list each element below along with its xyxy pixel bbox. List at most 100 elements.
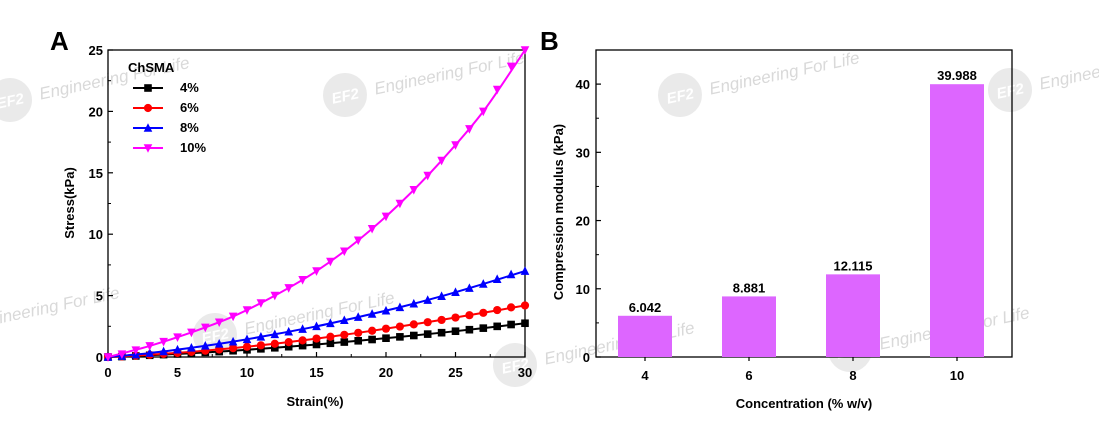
data-point (187, 342, 196, 352)
legend-label: 4% (180, 80, 199, 95)
data-point (423, 295, 432, 304)
x-tick-label: 25 (448, 365, 462, 380)
data-point (229, 344, 238, 353)
legend-swatch-marker (143, 123, 153, 132)
data-point (437, 328, 446, 337)
data-point (465, 325, 474, 334)
y-tick-label: 10 (576, 282, 590, 297)
x-tick-label: 5 (174, 365, 181, 380)
data-point (465, 311, 474, 320)
data-point (159, 346, 168, 356)
x-tick-label: 0 (104, 365, 111, 380)
data-point (256, 332, 266, 341)
data-point (368, 335, 376, 344)
data-point (437, 156, 446, 166)
x-tick-label: 8 (849, 368, 856, 383)
data-point (131, 346, 141, 356)
data-point (423, 318, 432, 327)
data-point (256, 299, 266, 308)
data-point (270, 329, 280, 339)
data-point (520, 301, 530, 310)
data-point (437, 315, 446, 325)
data-point (117, 350, 127, 360)
data-point (354, 336, 362, 345)
data-point (368, 326, 377, 335)
data-point (284, 284, 293, 293)
y-tick-label: 10 (89, 227, 103, 242)
data-point (353, 312, 363, 321)
data-point (520, 46, 530, 55)
watermark-logo: EF2 (995, 80, 1026, 102)
data-point (326, 318, 335, 328)
y-tick-label: 5 (96, 289, 103, 304)
bar-4 (618, 315, 672, 357)
legend-item: 8% (133, 120, 199, 135)
data-point (395, 322, 404, 331)
panel-b-ylabel: Compression modulus (kPa) (551, 124, 566, 300)
data-point (423, 171, 432, 181)
y-tick-label: 20 (576, 214, 590, 229)
panel-a-ylabel: Stress(kPa) (62, 167, 77, 239)
legend-label: 6% (180, 100, 199, 115)
data-point (340, 247, 349, 257)
data-point (214, 339, 224, 348)
compression-modulus-chart: 0 10 20 30 40 6.042 4 8.881 6 12.115 8 39.988 10 (576, 49, 1013, 383)
data-point (410, 331, 418, 340)
watermark-text: Engineering For Life (707, 48, 861, 98)
data-point (507, 303, 516, 312)
data-point (326, 257, 335, 267)
data-point (451, 141, 460, 150)
data-point (228, 312, 238, 322)
data-point (312, 267, 321, 276)
panel-b-label: B (540, 26, 559, 56)
bar-value-label: 6.042 (629, 300, 662, 315)
data-point (284, 337, 293, 347)
panel-b-xlabel: Concentration (% w/v) (736, 396, 873, 411)
data-point (242, 342, 252, 351)
x-tick-label: 30 (518, 365, 532, 380)
data-point (353, 236, 363, 246)
data-point (381, 305, 391, 315)
x-tick-label: 10 (950, 368, 964, 383)
data-point (145, 342, 154, 351)
panel-a-label: A (50, 26, 69, 56)
legend: ChSMA 4% 6% 8% 10% (128, 60, 206, 155)
data-point (340, 338, 349, 346)
data-point (326, 339, 335, 348)
watermark-logo: EF2 (200, 325, 231, 347)
data-point (437, 291, 446, 301)
watermark-logo: EF2 (0, 90, 26, 112)
data-point (340, 315, 349, 325)
data-point (298, 324, 307, 333)
bar-6 (722, 296, 776, 357)
data-point (256, 341, 265, 350)
bar-10 (930, 84, 984, 357)
y-tick-label: 20 (89, 104, 103, 119)
data-point (506, 269, 516, 279)
bar-8 (826, 274, 880, 357)
legend-label: 10% (180, 140, 206, 155)
data-point (298, 341, 307, 350)
x-tick-label: 15 (309, 365, 323, 380)
x-tick-label: 6 (745, 368, 752, 383)
data-point (270, 291, 280, 301)
data-point (479, 279, 488, 288)
data-point (451, 287, 460, 297)
data-point (173, 333, 182, 343)
data-point (312, 321, 321, 331)
data-point (451, 327, 460, 336)
data-point (354, 328, 363, 337)
watermark: EF2 Engineering For Life (988, 43, 1099, 112)
bar-value-label: 12.115 (833, 258, 872, 273)
data-point (521, 319, 529, 328)
x-tick-label: 4 (641, 368, 649, 383)
series-2 (103, 266, 530, 361)
data-point (520, 266, 530, 275)
data-point (201, 323, 210, 333)
data-point (492, 274, 502, 284)
watermark-text: Engineering For Life (1037, 43, 1099, 93)
